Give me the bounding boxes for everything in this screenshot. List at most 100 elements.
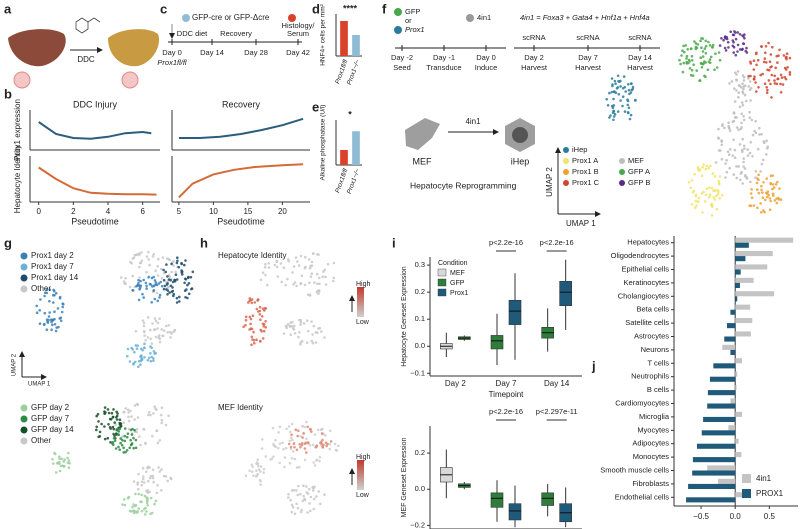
- umap-point: [743, 167, 747, 170]
- umap-point: [696, 166, 700, 169]
- y-tick-label: 0.0: [415, 341, 425, 350]
- umap-point: [745, 46, 748, 50]
- umap-point: [321, 446, 325, 449]
- umap-point: [779, 73, 783, 77]
- umap-point: [48, 299, 51, 303]
- umap-point: [166, 282, 169, 285]
- umap-point: [688, 67, 692, 70]
- umap-point: [716, 189, 720, 192]
- umap-point: [749, 180, 752, 184]
- vector: or: [405, 16, 412, 25]
- umap-point: [158, 340, 162, 344]
- umap-point: [613, 112, 617, 116]
- p-value: p<2.2e-16: [489, 407, 523, 416]
- umap-point: [308, 502, 311, 505]
- umap-point: [158, 470, 161, 473]
- umap-point: [153, 502, 156, 506]
- umap-point: [733, 100, 737, 103]
- axis-label: UMAP 1: [28, 382, 51, 388]
- umap-point: [735, 78, 738, 82]
- bar: [735, 492, 744, 498]
- umap-point: [630, 88, 634, 92]
- umap-point: [187, 292, 191, 296]
- umap-point: [749, 141, 753, 144]
- umap-point: [751, 133, 755, 137]
- umap-point: [290, 510, 294, 514]
- umap-point: [764, 45, 768, 48]
- umap-point: [138, 359, 141, 363]
- umap-point: [55, 462, 59, 465]
- umap-point: [160, 276, 164, 280]
- bar: [728, 425, 736, 431]
- umap-point: [186, 283, 189, 287]
- umap-point: [138, 276, 141, 279]
- liver: [108, 29, 160, 67]
- umap-point: [149, 474, 153, 478]
- umap-point: [115, 418, 119, 421]
- umap-point: [286, 277, 289, 281]
- umap-point: [728, 166, 731, 170]
- umap-point: [310, 320, 313, 323]
- umap-point: [619, 85, 622, 88]
- umap-point: [761, 191, 764, 194]
- umap-point: [780, 76, 784, 79]
- dot: [182, 14, 190, 22]
- umap-point: [158, 293, 162, 297]
- umap-point: [737, 95, 740, 99]
- umap-point: [315, 272, 319, 276]
- category-label: Hepatocytes: [627, 238, 669, 247]
- umap-point: [757, 173, 760, 177]
- umap-point: [61, 305, 64, 309]
- umap-point: [769, 53, 773, 56]
- umap-point: [141, 292, 144, 296]
- umap-point: [769, 199, 772, 203]
- umap-point: [748, 110, 751, 114]
- legend-swatch: [563, 147, 569, 153]
- umap-point: [758, 133, 761, 136]
- step: Seed: [393, 63, 411, 72]
- umap-point: [774, 66, 777, 70]
- umap-point: [715, 66, 719, 69]
- umap-point: [766, 192, 769, 195]
- umap-point: [260, 447, 264, 450]
- bar: [735, 296, 738, 302]
- umap-point: [143, 334, 146, 337]
- category-label: Microglia: [639, 412, 670, 421]
- umap-point: [142, 330, 146, 333]
- umap-point: [150, 276, 154, 280]
- umap-point: [678, 58, 681, 62]
- umap-point: [154, 499, 158, 503]
- legend-label: GFP A: [628, 167, 650, 176]
- umap-point: [55, 292, 58, 295]
- umap-point: [146, 336, 150, 339]
- umap-point: [149, 496, 153, 500]
- umap-point: [740, 121, 743, 125]
- umap-point: [321, 275, 325, 279]
- umap-point: [298, 443, 301, 446]
- umap-point: [60, 310, 64, 314]
- umap-point: [309, 509, 312, 513]
- umap-point: [137, 278, 140, 282]
- y-label: HNF4+ cells per mm²: [320, 3, 327, 65]
- umap-point: [771, 45, 774, 49]
- umap-point: [150, 511, 154, 515]
- umap-point: [140, 493, 143, 497]
- umap-point: [139, 443, 142, 447]
- umap-point: [784, 68, 788, 71]
- nucleus: [512, 127, 528, 143]
- umap-point: [737, 128, 740, 132]
- umap-point: [766, 190, 770, 193]
- umap-point: [158, 296, 161, 299]
- bar: [707, 465, 736, 471]
- phase: Recovery: [220, 29, 252, 38]
- umap-point: [142, 477, 145, 481]
- umap-point: [275, 260, 279, 264]
- category-label: Oligodendrocytes: [611, 251, 670, 260]
- umap-point: [112, 443, 115, 447]
- umap-point: [155, 291, 159, 295]
- umap-point: [731, 44, 735, 48]
- umap-point: [779, 91, 783, 94]
- umap-point: [113, 421, 116, 424]
- y-tick-label: −0.1: [410, 368, 425, 377]
- umap-point: [682, 44, 685, 48]
